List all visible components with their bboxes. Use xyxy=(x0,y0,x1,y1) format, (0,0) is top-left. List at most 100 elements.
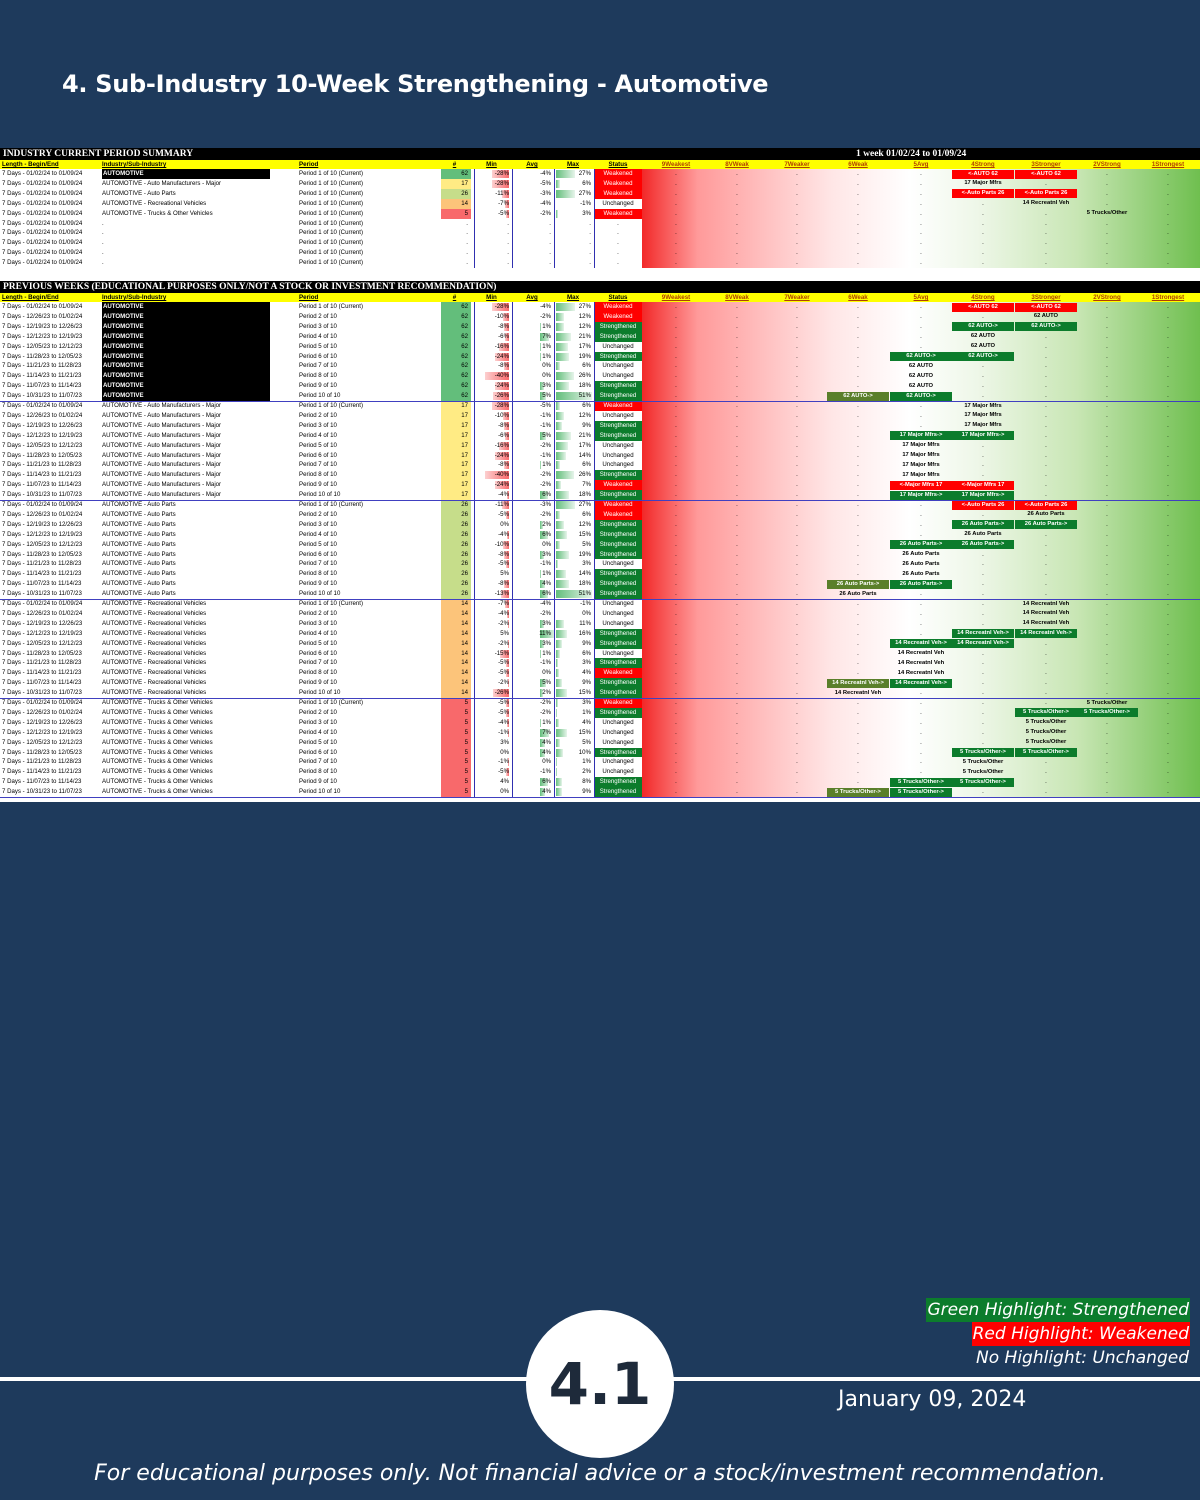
industry-cell: AUTOMOTIVE - Auto Parts xyxy=(102,560,176,568)
count-cell: 14 xyxy=(441,678,471,689)
status-cell: Unchanged xyxy=(602,728,634,736)
period-cell: Period 2 of 10 xyxy=(299,312,337,320)
empty-marker: . xyxy=(675,332,677,340)
table-row: 7 Days - 11/21/23 to 11/28/23 AUTOMOTIVE … xyxy=(0,559,1200,570)
min-bar xyxy=(506,708,509,717)
empty-marker: . xyxy=(920,600,922,607)
status-cell: Unchanged xyxy=(602,362,634,370)
empty-marker: . xyxy=(1045,342,1047,350)
empty-marker: . xyxy=(1045,352,1047,360)
min-bar xyxy=(494,481,509,490)
status-cell: Weakened xyxy=(594,169,642,179)
max-bar xyxy=(556,540,560,549)
min-cell: 4% xyxy=(500,778,509,786)
empty-marker: . xyxy=(982,362,984,370)
strength-tag: 62 AUTO-> xyxy=(1015,322,1077,332)
empty-marker: . xyxy=(675,189,677,197)
empty-marker: . xyxy=(1106,249,1108,257)
max-bar xyxy=(556,718,559,727)
max-bar xyxy=(556,491,569,500)
period-cell: Period 2 of 10 xyxy=(299,510,337,518)
avg-cell: -2% xyxy=(540,471,551,479)
status-cell: Weakened xyxy=(594,698,642,708)
min-bar xyxy=(503,411,509,420)
min-bar xyxy=(492,170,509,178)
min-cell: -8% xyxy=(498,421,509,429)
length-cell: 7 Days - 10/31/23 to 11/07/23 xyxy=(2,590,82,598)
table-row: 7 Days - 12/12/23 to 12/19/23 AUTOMOTIVE … xyxy=(0,529,1200,540)
empty-marker: . xyxy=(796,550,798,558)
count-cell: 62 xyxy=(441,169,471,179)
empty-marker: . xyxy=(982,699,984,706)
empty-marker: . xyxy=(796,501,798,508)
avg-cell: 2% xyxy=(542,689,551,697)
table-row: 7 Days - 11/21/23 to 11/28/23 AUTOMOTIVE … xyxy=(0,460,1200,471)
min-bar xyxy=(506,659,509,668)
status-cell: Strengthened xyxy=(594,678,642,689)
min-bar xyxy=(493,689,509,698)
min-cell: . xyxy=(507,219,509,227)
length-cell: 7 Days - 10/31/23 to 11/07/23 xyxy=(2,788,82,796)
empty-marker: . xyxy=(1045,392,1047,400)
table-row: 7 Days - 11/21/23 to 11/28/23 AUTOMOTIVE P… xyxy=(0,361,1200,372)
current-summary-title: INDUSTRY CURRENT PERIOD SUMMARY xyxy=(3,149,194,159)
length-cell: 7 Days - 12/26/23 to 01/02/24 xyxy=(2,411,83,419)
empty-marker: . xyxy=(1106,372,1108,380)
empty-marker: . xyxy=(857,199,859,207)
max-bar xyxy=(556,758,557,767)
empty-marker: . xyxy=(736,332,738,340)
empty-marker: . xyxy=(796,362,798,370)
empty-marker: . xyxy=(1106,768,1108,776)
empty-marker: . xyxy=(736,219,738,227)
max-bar xyxy=(556,659,559,668)
empty-marker: . xyxy=(796,590,798,598)
status-cell: . xyxy=(617,259,619,267)
empty-marker: . xyxy=(675,352,677,360)
industry-cell: AUTOMOTIVE - Auto Parts xyxy=(102,510,176,518)
table-row: 7 Days - 12/26/23 to 01/02/24 AUTOMOTIVE … xyxy=(0,509,1200,520)
max-cell: 8% xyxy=(582,778,591,786)
period-cell: Period 10 of 10 xyxy=(299,491,341,499)
column-header: Period xyxy=(299,161,319,168)
length-cell: 7 Days - 01/02/24 to 01/09/24 xyxy=(2,209,83,217)
empty-marker: . xyxy=(982,219,984,227)
empty-marker: . xyxy=(857,249,859,257)
empty-marker: . xyxy=(1106,501,1108,508)
count-cell: 62 xyxy=(441,341,471,352)
empty-marker: . xyxy=(796,778,798,786)
strength-tag: 14 Recreatnl Veh-> xyxy=(890,639,952,649)
max-bar xyxy=(556,431,571,440)
empty-marker: . xyxy=(857,649,859,657)
empty-marker: . xyxy=(857,332,859,340)
table-row: 7 Days - 11/14/23 to 11/21/23 AUTOMOTIVE … xyxy=(0,767,1200,778)
min-cell: -7% xyxy=(498,600,509,607)
empty-marker: . xyxy=(920,239,922,247)
empty-marker: . xyxy=(920,629,922,637)
min-cell: -40% xyxy=(494,372,509,380)
status-cell: Weakened xyxy=(594,401,642,411)
max-bar xyxy=(556,699,559,707)
strength-tag: 14 Recreatnl Veh xyxy=(1022,610,1070,617)
table-row: 7 Days - 10/31/23 to 11/07/23 AUTOMOTIVE … xyxy=(0,688,1200,698)
strength-tag: 5 Trucks/Other-> xyxy=(1076,708,1138,718)
max-bar xyxy=(556,179,561,188)
period-cell: Period 9 of 10 xyxy=(299,481,337,489)
empty-marker: . xyxy=(1106,362,1108,370)
max-bar xyxy=(556,411,565,420)
empty-marker: . xyxy=(920,718,922,726)
avg-cell: -2% xyxy=(540,481,551,489)
min-cell: -28% xyxy=(494,179,509,187)
min-bar xyxy=(492,179,509,188)
table-row: 7 Days - 12/19/23 to 12/26/23 AUTOMOTIVE … xyxy=(0,717,1200,728)
empty-marker: . xyxy=(1045,259,1047,267)
empty-marker: . xyxy=(1045,590,1047,598)
empty-marker: . xyxy=(736,229,738,237)
period-cell: Period 1 of 10 (Current) xyxy=(299,170,364,177)
avg-bar xyxy=(540,570,542,579)
strength-column-header: 1Strongest xyxy=(1151,294,1185,301)
empty-marker: . xyxy=(796,219,798,227)
table-row: 7 Days - 01/02/24 to 01/09/24. Period 1 o… xyxy=(0,238,1200,248)
empty-marker: . xyxy=(920,501,922,508)
max-bar xyxy=(556,629,568,638)
avg-cell: 3% xyxy=(542,550,551,558)
